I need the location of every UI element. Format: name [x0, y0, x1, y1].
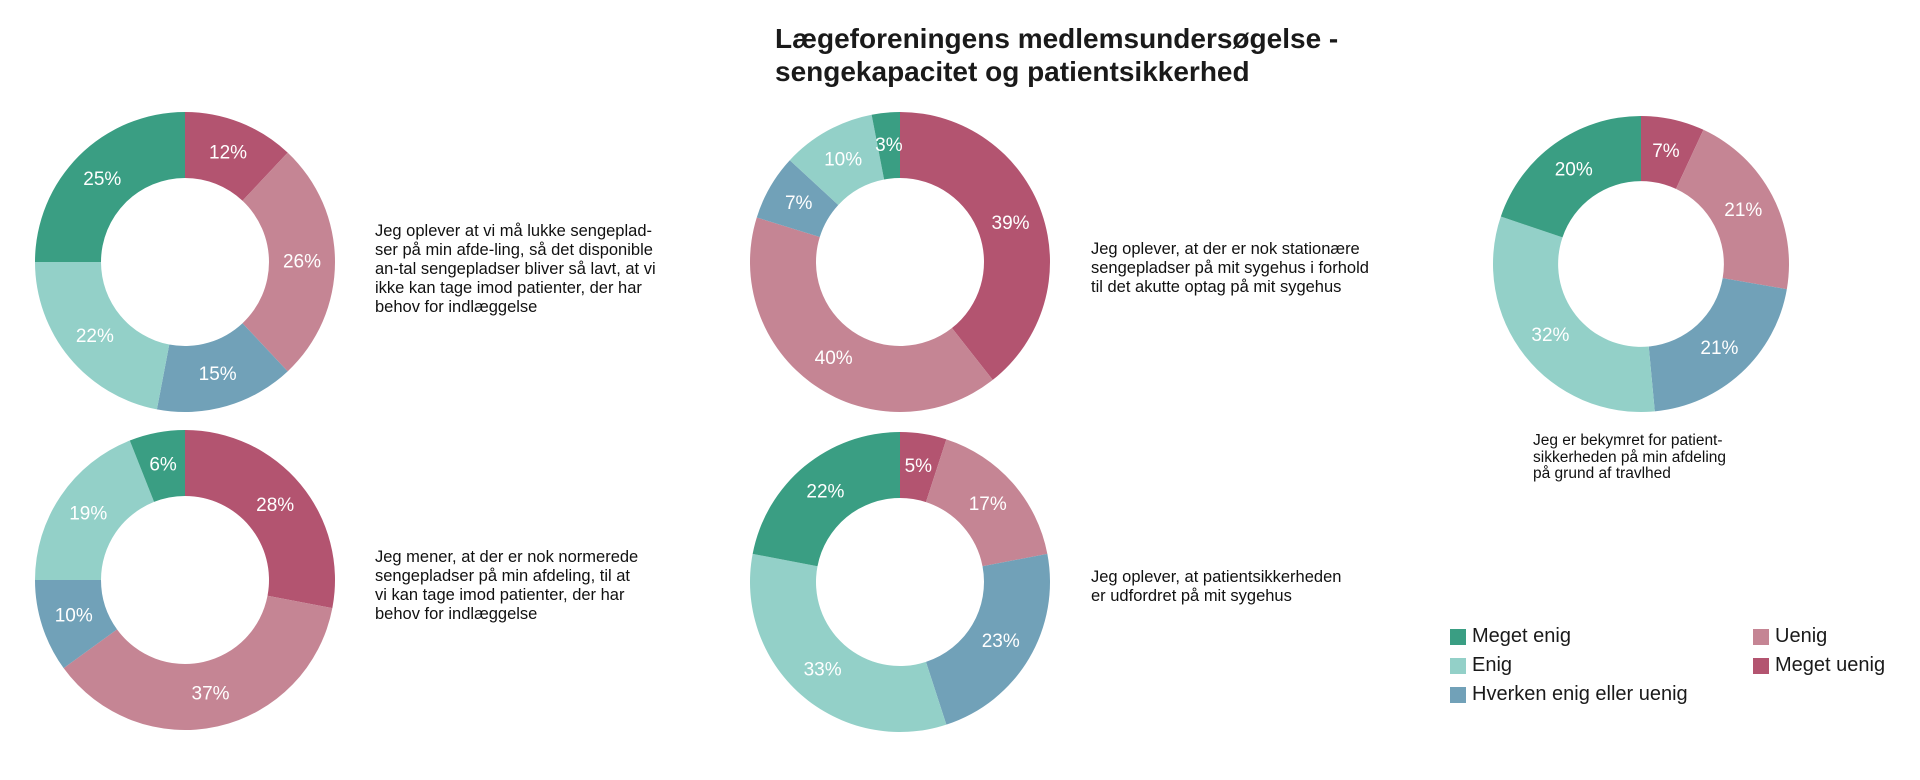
slice-enig [750, 553, 947, 732]
slice-meget-uenig [1641, 116, 1704, 189]
legend-swatch-meget-enig [1450, 628, 1466, 645]
chart-legend: Meget enig Uenig Enig Meget uenig Hverke… [1450, 625, 1910, 715]
slice-label: 32% [1531, 325, 1569, 346]
slice-label: 33% [804, 659, 842, 680]
donut-svg: 39% 40% 7% 10% 3% [750, 112, 1050, 413]
slice-label: 20% [1555, 160, 1593, 181]
slice-label: 21% [1700, 338, 1738, 359]
question-close-beds: Jeg oplever at vi må lukke sengeplad- se… [375, 222, 656, 316]
slice-hverken [925, 553, 1050, 725]
slice-hverken [756, 160, 839, 238]
donut-chart-enough-normed-beds: 28% 37% 10% 19% 6% [35, 430, 335, 730]
legend-swatch-meget-uenig [1753, 657, 1769, 674]
slice-label: 12% [209, 143, 247, 164]
slice-enig [789, 114, 885, 206]
slice-label: 23% [982, 631, 1020, 652]
slice-uenig [63, 595, 333, 730]
slice-label: 25% [83, 169, 121, 190]
slice-label: 39% [992, 213, 1030, 234]
donut-svg: 12% 26% 15% 22% 25% [35, 112, 335, 412]
donut-svg: 5% 17% 23% 33% 22% [750, 432, 1050, 732]
slice-label: 19% [69, 504, 107, 525]
legend-swatch-hverken [1450, 686, 1466, 703]
slice-label: 17% [969, 494, 1007, 515]
legend-item-hverken: Hverken enig eller uenig [1450, 683, 1688, 706]
legend-label-meget-enig: Meget enig [1472, 625, 1571, 647]
slice-label: 10% [55, 606, 93, 627]
slice-label: 6% [149, 455, 177, 476]
slice-meget-enig [752, 432, 900, 567]
question-safety-challenged: Jeg oplever, at patientsikkerheden er ud… [1091, 568, 1342, 605]
slice-uenig [750, 217, 993, 413]
legend-label-meget-uenig: Meget uenig [1775, 654, 1886, 676]
slice-label: 3% [875, 135, 903, 156]
donut-svg: 28% 37% 10% 19% 6% [35, 430, 335, 730]
legend-label-enig: Enig [1472, 654, 1513, 676]
donut-chart-close-beds: 12% 26% 15% 22% 25% [35, 112, 335, 412]
legend-item-meget-uenig: Meget uenig [1753, 654, 1885, 677]
donut-svg: 7% 21% 21% 32% 20% [1493, 116, 1789, 413]
slice-label: 7% [785, 193, 813, 214]
donut-chart-safety-challenged: 5% 17% 23% 33% 22% [750, 432, 1050, 732]
slice-meget-enig [129, 430, 185, 502]
legend-item-enig: Enig [1450, 654, 1512, 677]
question-enough-stationary-beds: Jeg oplever, at der er nok stationære se… [1091, 240, 1369, 296]
slice-meget-uenig [900, 112, 1050, 380]
legend-item-uenig: Uenig [1753, 625, 1827, 648]
slice-meget-enig [871, 112, 900, 180]
slice-label: 10% [824, 149, 862, 170]
question-safety-concern: Jeg er bekymret for patient- sikkerheden… [1533, 432, 1727, 482]
legend-item-meget-enig: Meget enig [1450, 625, 1571, 648]
slice-label: 15% [199, 364, 237, 385]
slice-meget-uenig [185, 430, 335, 609]
slice-uenig [1675, 129, 1789, 290]
slice-label: 26% [283, 252, 321, 273]
slice-enig [1493, 216, 1655, 413]
slice-meget-enig [35, 112, 185, 262]
slice-label: 5% [905, 456, 933, 477]
donut-chart-safety-concern: 7% 21% 21% 32% 20% [1493, 116, 1789, 413]
slice-label: 28% [256, 495, 294, 516]
slice-label: 22% [806, 481, 844, 502]
slice-hverken [35, 580, 118, 669]
slice-uenig [242, 152, 335, 372]
slice-label: 7% [1652, 141, 1680, 162]
slice-enig [35, 262, 170, 410]
slice-meget-uenig [900, 432, 947, 503]
legend-label-hverken: Hverken enig eller uenig [1472, 683, 1688, 705]
slice-enig [35, 440, 155, 580]
slice-label: 21% [1724, 200, 1762, 221]
slice-hverken [156, 323, 288, 412]
slice-label: 37% [192, 684, 230, 705]
question-enough-normed-beds: Jeg mener, at der er nok normerede senge… [375, 548, 639, 623]
slice-label: 22% [76, 326, 114, 347]
slice-meget-uenig [185, 112, 288, 201]
slice-meget-enig [1500, 116, 1641, 238]
donut-chart-enough-stationary-beds: 39% 40% 7% 10% 3% [750, 112, 1050, 413]
chart-title: Lægeforeningens medlemsundersøgelse - se… [775, 23, 1339, 87]
legend-swatch-enig [1450, 657, 1466, 674]
legend-swatch-uenig [1753, 628, 1769, 645]
slice-label: 40% [815, 348, 853, 369]
slice-hverken [1648, 278, 1787, 412]
slice-uenig [925, 439, 1048, 567]
legend-label-uenig: Uenig [1775, 625, 1828, 647]
